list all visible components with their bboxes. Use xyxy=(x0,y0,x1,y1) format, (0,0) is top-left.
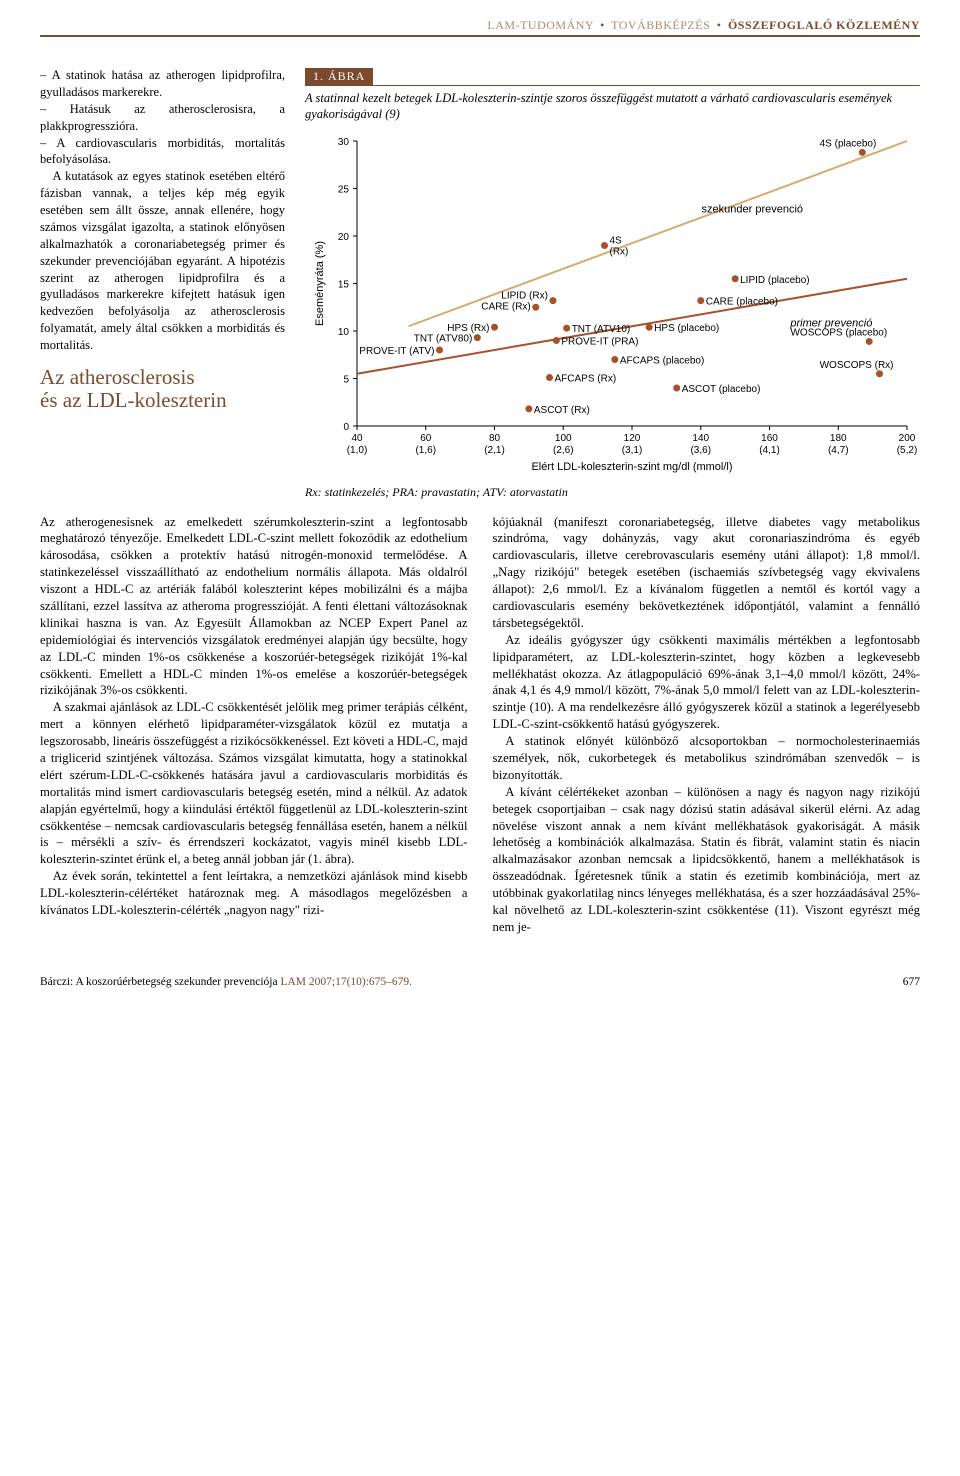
svg-text:160: 160 xyxy=(761,433,778,444)
svg-text:(2,6): (2,6) xyxy=(553,445,574,456)
svg-text:200: 200 xyxy=(899,433,916,444)
svg-text:ASCOT (placebo): ASCOT (placebo) xyxy=(682,384,761,395)
intro-p1: – A statinok hatása az atherogen lipidpr… xyxy=(40,67,285,101)
svg-text:Elért LDL-koleszterin-szint mg: Elért LDL-koleszterin-szint mg/dl (mmol/… xyxy=(531,461,732,473)
svg-text:(1,6): (1,6) xyxy=(415,445,436,456)
svg-text:140: 140 xyxy=(692,433,709,444)
svg-text:0: 0 xyxy=(343,422,349,433)
svg-text:40: 40 xyxy=(351,433,363,444)
svg-text:25: 25 xyxy=(338,184,350,195)
scatter-chart: 0 5 10 15 20 25 30 40(1,0) 60(1,6) 80(2,1) 100(2,6… xyxy=(307,131,917,481)
svg-text:WOSCOPS (Rx): WOSCOPS (Rx) xyxy=(820,359,894,370)
svg-text:4S: 4S xyxy=(610,235,623,246)
footer-journal: LAM 2007;17(10):675–679. xyxy=(280,976,412,988)
svg-text:120: 120 xyxy=(624,433,641,444)
svg-text:(4,1): (4,1) xyxy=(759,445,780,456)
svg-text:CARE (Rx): CARE (Rx) xyxy=(481,301,530,312)
svg-text:100: 100 xyxy=(555,433,572,444)
svg-text:CARE (placebo): CARE (placebo) xyxy=(706,296,778,307)
body-col-left: Az atherogenesisnek az emelkedett szérum… xyxy=(40,514,468,936)
svg-text:WOSCOPS (placebo): WOSCOPS (placebo) xyxy=(790,327,887,338)
svg-text:(2,1): (2,1) xyxy=(484,445,505,456)
svg-text:(Rx): (Rx) xyxy=(610,246,629,257)
svg-text:20: 20 xyxy=(338,232,350,243)
body-left-2: Az évek során, tekintettel a fent leírta… xyxy=(40,868,468,919)
intro-p2: – Hatásuk az atherosclerosisra, a plakkp… xyxy=(40,101,285,135)
left-column: – A statinok hatása az atherogen lipidpr… xyxy=(40,67,285,418)
running-header: LAM-TUDOMÁNY • TOVÁBBKÉPZÉS • ÖSSZEFOGLA… xyxy=(40,18,920,37)
svg-text:60: 60 xyxy=(420,433,432,444)
svg-text:(4,7): (4,7) xyxy=(828,445,849,456)
svg-text:15: 15 xyxy=(338,279,350,290)
svg-text:szekunder prevenció: szekunder prevenció xyxy=(702,203,804,215)
svg-text:HPS (Rx): HPS (Rx) xyxy=(447,323,489,334)
svg-text:(3,1): (3,1) xyxy=(622,445,643,456)
body-col-right: kójúaknál (manifeszt coronariabetegség, … xyxy=(493,514,921,936)
svg-text:ASCOT (Rx): ASCOT (Rx) xyxy=(534,404,590,415)
svg-text:(1,0): (1,0) xyxy=(347,445,368,456)
svg-text:TNT (ATV80): TNT (ATV80) xyxy=(414,333,473,344)
svg-text:PROVE-IT (PRA): PROVE-IT (PRA) xyxy=(561,336,638,347)
intro-p4: A kutatások az egyes statinok esetében e… xyxy=(40,168,285,354)
body-right-1: Az ideális gyógyszer úgy csökkenti maxim… xyxy=(493,632,921,733)
section-heading: Az atherosclerosisés az LDL-koleszterin xyxy=(40,366,285,412)
body-right-3: A kívánt célértékeket azonban – különöse… xyxy=(493,784,921,936)
header-1: LAM-TUDOMÁNY xyxy=(487,18,593,32)
svg-text:(5,2): (5,2) xyxy=(897,445,917,456)
footer-page: 677 xyxy=(903,976,920,988)
header-3: ÖSSZEFOGLALÓ KÖZLEMÉNY xyxy=(728,18,920,32)
svg-text:5: 5 xyxy=(343,374,349,385)
body-left-1: A szakmai ajánlások az LDL-C csökkentésé… xyxy=(40,699,468,868)
figure-label: 1. ÁBRA xyxy=(305,68,373,85)
svg-text:AFCAPS (placebo): AFCAPS (placebo) xyxy=(620,355,704,366)
svg-text:PROVE-IT (ATV): PROVE-IT (ATV) xyxy=(359,346,434,357)
body-right-2: A statinok előnyét különböző alcsoportok… xyxy=(493,733,921,784)
footer: Bárczi: A koszorúérbetegség szekunder pr… xyxy=(40,976,920,988)
figure-caption: A statinnal kezelt betegek LDL-koleszter… xyxy=(305,90,920,123)
svg-text:80: 80 xyxy=(489,433,501,444)
svg-text:4S (placebo): 4S (placebo) xyxy=(820,138,877,149)
svg-text:180: 180 xyxy=(830,433,847,444)
svg-text:AFCAPS (Rx): AFCAPS (Rx) xyxy=(555,373,617,384)
svg-text:TNT (ATV10): TNT (ATV10) xyxy=(572,324,631,335)
body-right-0: kójúaknál (manifeszt coronariabetegség, … xyxy=(493,514,921,632)
footer-author: Bárczi: A koszorúérbetegség szekunder pr… xyxy=(40,976,278,988)
figure-source: Rx: statinkezelés; PRA: pravastatin; ATV… xyxy=(305,485,920,500)
header-2: TOVÁBBKÉPZÉS xyxy=(611,18,710,32)
svg-text:LIPID (placebo): LIPID (placebo) xyxy=(740,274,809,285)
svg-text:HPS (placebo): HPS (placebo) xyxy=(654,323,719,334)
svg-text:LIPID (Rx): LIPID (Rx) xyxy=(501,290,548,301)
body-left-0: Az atherogenesisnek az emelkedett szérum… xyxy=(40,514,468,700)
svg-text:10: 10 xyxy=(338,327,350,338)
intro-p3: – A cardiovascularis morbiditás, mortali… xyxy=(40,135,285,169)
svg-text:Eseményráta (%): Eseményráta (%) xyxy=(314,241,326,326)
svg-text:30: 30 xyxy=(338,137,350,148)
svg-text:(3,6): (3,6) xyxy=(690,445,711,456)
figure-panel: 1. ÁBRA A statinnal kezelt betegek LDL-k… xyxy=(305,67,920,500)
